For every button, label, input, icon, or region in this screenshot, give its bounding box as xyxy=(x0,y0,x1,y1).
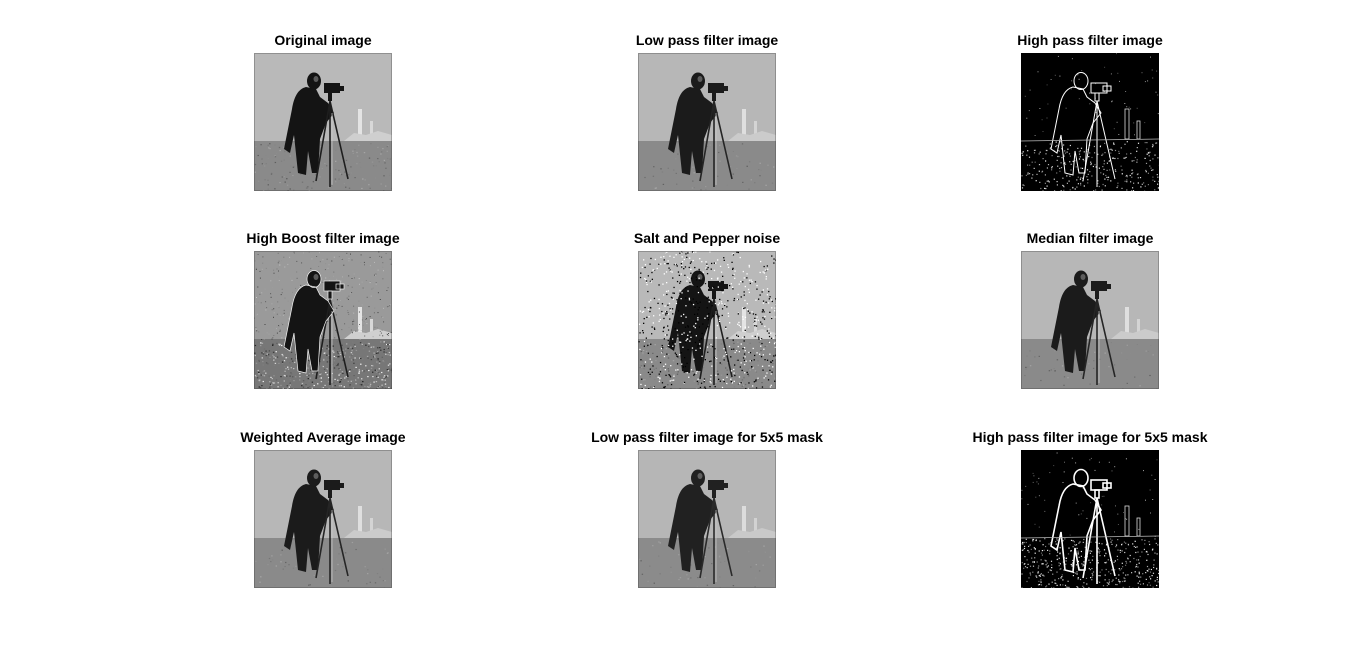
cameraman-high-pass-image xyxy=(1021,53,1159,191)
panel-title: Low pass filter image for 5x5 mask xyxy=(591,429,823,445)
panel-title: High Boost filter image xyxy=(246,230,400,246)
panel-high-pass-5x5: High pass filter image for 5x5 mask xyxy=(940,428,1240,598)
cameraman-salt-pepper-image xyxy=(638,251,776,389)
panel-weighted-average: Weighted Average image xyxy=(173,428,473,598)
panel-title: Salt and Pepper noise xyxy=(633,230,781,246)
panel-high-pass: High pass filter image xyxy=(940,31,1240,201)
panel-high-boost: High Boost filter image xyxy=(173,229,473,399)
panel-title: Weighted Average image xyxy=(240,429,406,445)
panel-title: Low pass filter image xyxy=(635,32,779,48)
cameraman-low-pass-5x5-image xyxy=(638,450,776,588)
cameraman-original-image xyxy=(254,53,392,191)
cameraman-median-image xyxy=(1021,251,1159,389)
cameraman-high-pass-5x5-image xyxy=(1021,450,1159,588)
panel-title: Median filter image xyxy=(1026,230,1154,246)
panel-median: Median filter image xyxy=(940,229,1240,399)
panel-title: High pass filter image xyxy=(1017,32,1163,48)
cameraman-low-pass-image xyxy=(638,53,776,191)
cameraman-weighted-average-image xyxy=(254,450,392,588)
panel-low-pass: Low pass filter image xyxy=(557,31,857,201)
panel-original: Original image xyxy=(173,31,473,201)
panel-low-pass-5x5: Low pass filter image for 5x5 mask xyxy=(557,428,857,598)
panel-title: High pass filter image for 5x5 mask xyxy=(972,429,1208,445)
panel-salt-pepper: Salt and Pepper noise xyxy=(557,229,857,399)
cameraman-high-boost-image xyxy=(254,251,392,389)
panel-title: Original image xyxy=(274,32,372,48)
